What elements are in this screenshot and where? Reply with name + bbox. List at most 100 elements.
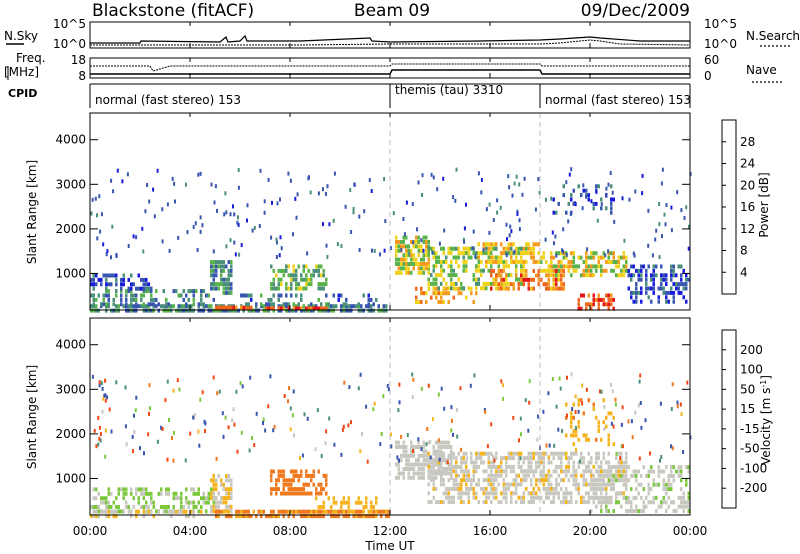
- data-cell: [117, 304, 120, 309]
- data-cell: [362, 514, 365, 519]
- data-cell: [127, 244, 130, 248]
- data-cell: [398, 400, 401, 405]
- data-cell: [122, 277, 125, 282]
- data-cell: [277, 514, 280, 519]
- data-cell: [612, 464, 615, 469]
- data-cell: [142, 308, 145, 313]
- data-cell: [610, 495, 613, 500]
- data-cell: [587, 398, 590, 403]
- data-cell: [410, 440, 413, 445]
- data-cell: [587, 193, 590, 198]
- data-cell: [325, 191, 327, 196]
- data-cell: [595, 184, 598, 189]
- data-cell: [180, 304, 183, 309]
- data-cell: [422, 467, 425, 471]
- data-cell: [397, 467, 400, 471]
- data-cell: [210, 509, 213, 514]
- data-cell: [144, 209, 147, 214]
- data-cell: [480, 456, 483, 461]
- x-tick-label: 00:00: [73, 524, 108, 538]
- data-cell: [525, 251, 528, 256]
- data-cell: [212, 487, 215, 492]
- power-colorbar-label: Power [dB]: [757, 172, 771, 237]
- data-cell: [510, 495, 513, 500]
- data-cell: [347, 505, 350, 510]
- data-cell: [597, 500, 600, 505]
- data-cell: [475, 277, 478, 282]
- data-cell: [438, 457, 441, 462]
- data-cell: [215, 500, 218, 505]
- data-cell: [535, 478, 538, 483]
- data-cell: [465, 259, 468, 264]
- data-cell: [305, 308, 308, 313]
- data-cell: [582, 268, 585, 273]
- data-cell: [552, 264, 555, 269]
- power-colorbar-tick: 20: [740, 178, 755, 192]
- data-cell: [99, 229, 102, 234]
- data-cell: [310, 491, 313, 496]
- data-cell: [225, 504, 228, 509]
- data-cell: [560, 456, 563, 461]
- data-cell: [545, 443, 548, 448]
- data-cell: [115, 509, 118, 514]
- data-cell: [610, 268, 613, 273]
- data-cell: [597, 255, 600, 260]
- data-cell: [282, 514, 285, 519]
- data-cell: [315, 268, 318, 273]
- data-cell: [525, 246, 528, 251]
- data-cell: [130, 302, 133, 307]
- data-cell: [560, 286, 563, 291]
- noise-tick-low-right: 10^0: [704, 37, 737, 51]
- data-cell: [637, 469, 640, 474]
- data-cell: [305, 491, 308, 496]
- data-cell: [652, 482, 655, 487]
- data-cell: [495, 491, 498, 496]
- data-cell: [442, 469, 445, 474]
- data-cell: [610, 206, 613, 211]
- data-cell: [625, 469, 628, 474]
- data-cell: [467, 473, 470, 478]
- data-cell: [614, 397, 617, 402]
- data-cell: [672, 295, 675, 300]
- data-cell: [177, 235, 180, 240]
- data-cell: [411, 372, 414, 377]
- data-cell: [562, 491, 565, 496]
- data-cell: [427, 456, 430, 461]
- data-cell: [490, 269, 493, 273]
- data-cell: [647, 469, 650, 474]
- data-cell: [125, 487, 128, 492]
- data-cell: [150, 308, 153, 313]
- data-cell: [297, 487, 300, 492]
- data-cell: [580, 293, 583, 298]
- data-cell: [620, 255, 623, 260]
- data-cell: [229, 238, 232, 243]
- data-cell: [687, 246, 690, 251]
- data-cell: [357, 500, 360, 505]
- data-cell: [447, 440, 450, 445]
- data-cell: [160, 425, 163, 430]
- data-cell: [162, 505, 165, 509]
- data-cell: [527, 451, 530, 456]
- data-cell: [515, 246, 518, 251]
- data-cell: [222, 496, 225, 500]
- data-cell: [475, 491, 478, 496]
- data-cell: [585, 500, 588, 505]
- data-cell: [217, 504, 220, 509]
- data-cell: [427, 264, 430, 269]
- data-cell: [617, 464, 620, 469]
- data-cell: [655, 495, 658, 500]
- data-cell: [125, 289, 128, 294]
- data-cell: [572, 260, 575, 264]
- data-cell: [122, 304, 125, 309]
- data-cell: [525, 486, 528, 491]
- data-cell: [472, 478, 475, 483]
- data-cell: [452, 295, 455, 300]
- data-cell: [279, 197, 281, 202]
- data-cell: [565, 252, 568, 257]
- data-cell: [383, 177, 386, 181]
- data-cell: [402, 244, 405, 249]
- data-cell: [657, 295, 660, 300]
- data-cell: [492, 282, 495, 287]
- data-cell: [607, 297, 610, 302]
- data-cell: [411, 202, 414, 207]
